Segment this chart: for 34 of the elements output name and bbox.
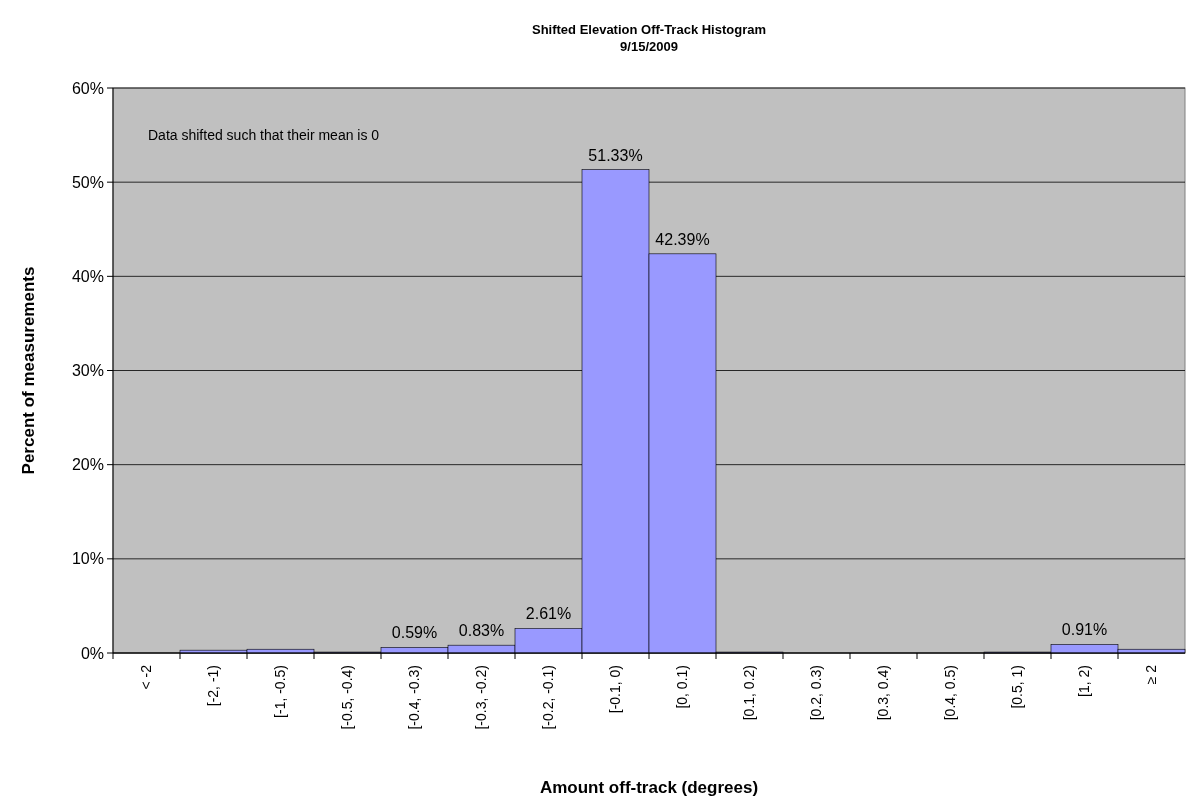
x-tick-label: < -2 [138, 664, 155, 690]
data-label: 0.91% [1061, 621, 1108, 639]
x-tick-label: [0.4, 0.5) [942, 665, 959, 721]
x-tick-label: [-0.3, -0.2) [473, 665, 490, 730]
y-tick-label: 30% [71, 362, 104, 380]
data-label: 42.39% [655, 230, 710, 248]
chart-title: Shifted Elevation Off-Track Histogram [531, 22, 767, 37]
y-tick-label: 0% [80, 644, 104, 662]
data-label: 0.59% [391, 624, 438, 642]
x-tick-label: [0.1, 0.2) [741, 665, 758, 721]
y-axis-title: Percent of measurements [19, 266, 38, 475]
y-tick-label: 60% [71, 79, 104, 97]
x-tick-label: [0.2, 0.3) [808, 665, 825, 721]
x-tick-label: [-0.4, -0.3) [406, 665, 423, 730]
y-tick-label: 10% [71, 550, 104, 568]
x-tick-label: [1, 2) [1076, 665, 1093, 697]
x-tick-label: [0, 0.1) [674, 665, 691, 709]
x-tick-label: [-0.2, -0.1) [540, 665, 557, 730]
annotation: Data shifted such that their mean is 0 [148, 127, 380, 143]
x-tick-label: [-1, -0.5) [272, 665, 289, 718]
x-tick-label: [0.3, 0.4) [875, 665, 892, 721]
y-tick-label: 20% [71, 456, 104, 474]
data-label: 51.33% [588, 146, 643, 164]
data-label: 0.83% [458, 622, 505, 640]
x-axis-title: Amount off-track (degrees) [539, 778, 759, 797]
x-tick-label: [-0.1, 0) [607, 665, 624, 714]
x-tick-label: [-0.5, -0.4) [339, 665, 356, 730]
x-tick-label: [-2, -1) [205, 665, 222, 707]
data-label: 2.61% [525, 605, 572, 623]
chart-subtitle: 9/15/2009 [620, 39, 678, 54]
x-tick-label: [0.5, 1) [1009, 665, 1026, 709]
x-tick-label: ≥ 2 [1143, 664, 1160, 685]
y-tick-label: 40% [71, 267, 104, 285]
y-tick-label: 50% [71, 173, 104, 191]
